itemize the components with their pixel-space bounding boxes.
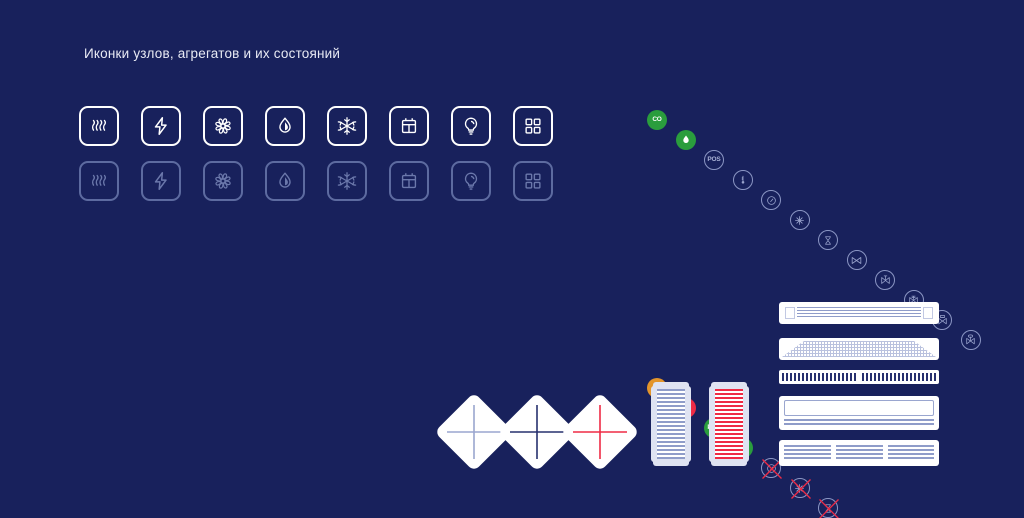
valve-closed-badge-glyph [907, 294, 920, 307]
diamond-alarm[interactable] [560, 392, 640, 472]
radiator-fins [657, 389, 685, 459]
snowflake-icon[interactable] [327, 161, 367, 201]
tiles-grid-icon[interactable] [513, 106, 553, 146]
radiator-side-right [742, 386, 749, 462]
radiator-side-left [709, 386, 716, 462]
page-title: Иконки узлов, агрегатов и их состояний [84, 46, 341, 61]
gauge-badge-glyph [765, 194, 778, 207]
lightbulb-icon[interactable] [451, 161, 491, 201]
snowflake-icon[interactable] [327, 106, 367, 146]
gauge-badge[interactable] [761, 190, 781, 210]
thermometer-badge[interactable] [732, 170, 753, 190]
hourglass-badge[interactable] [818, 230, 838, 250]
heat-waves-icon[interactable] [79, 161, 119, 201]
diamond-cross-icon [573, 405, 627, 459]
coil-block-combs[interactable] [779, 370, 939, 384]
valve-flow-badge[interactable] [875, 270, 895, 290]
thermometer-badge-glyph [737, 174, 749, 186]
hourglass-badge-glyph [822, 234, 834, 247]
radiator-fins [715, 389, 743, 459]
radiator-cap-bottom [711, 458, 747, 466]
valve-control-badge-glyph [964, 334, 977, 346]
coil-block-triple[interactable] [779, 440, 939, 466]
co-badge[interactable]: CO [647, 110, 667, 130]
radiator-normal[interactable] [651, 382, 691, 466]
radiator-side-right [684, 386, 691, 462]
badge-label: CO [652, 115, 662, 123]
coil-block-plain[interactable] [779, 396, 939, 430]
drop-badge-glyph [680, 134, 692, 146]
valve-badge[interactable] [846, 250, 867, 270]
valve-badge-glyph [850, 255, 863, 266]
radiator-cap-top [653, 382, 689, 390]
gauge-badge-glyph [765, 462, 778, 475]
fan-icon[interactable] [203, 106, 243, 146]
lightning-bolt-icon[interactable] [141, 106, 181, 146]
fan-icon[interactable] [203, 161, 243, 201]
hourglass-badge[interactable] [818, 498, 839, 518]
water-drop-icon[interactable] [265, 106, 305, 146]
diamond-light[interactable] [434, 392, 514, 472]
lightning-bolt-icon[interactable] [141, 161, 181, 201]
radiator-alarm[interactable] [709, 382, 749, 466]
valve-control-badge[interactable] [960, 330, 981, 350]
coil-block-striped[interactable] [779, 302, 939, 324]
water-drop-icon[interactable] [265, 161, 305, 201]
gauge-badge[interactable] [761, 458, 782, 479]
hourglass-badge-glyph [822, 502, 834, 515]
diamond-cross-icon [447, 405, 501, 459]
tiles-grid-icon[interactable] [513, 161, 553, 201]
radiator-cap-bottom [653, 458, 689, 466]
coil-block-mesh[interactable] [779, 338, 939, 360]
window-icon[interactable] [389, 161, 429, 201]
heat-waves-icon[interactable] [79, 106, 119, 146]
drop-badge[interactable] [675, 130, 696, 150]
lightbulb-icon[interactable] [451, 106, 491, 146]
radiator-cap-top [711, 382, 747, 390]
badge-label: POS [707, 155, 721, 163]
diamond-dark[interactable] [497, 392, 577, 472]
window-icon[interactable] [389, 106, 429, 146]
sparkle-badge-glyph [793, 482, 806, 495]
diamond-cross-icon [510, 405, 564, 459]
radiator-side-left [651, 386, 658, 462]
valve-flow-badge-glyph [879, 274, 892, 287]
sparkle-badge-glyph [793, 214, 806, 227]
pos-badge[interactable]: POS [704, 150, 724, 170]
sparkle-badge[interactable] [789, 210, 810, 230]
sparkle-badge[interactable] [789, 478, 811, 499]
